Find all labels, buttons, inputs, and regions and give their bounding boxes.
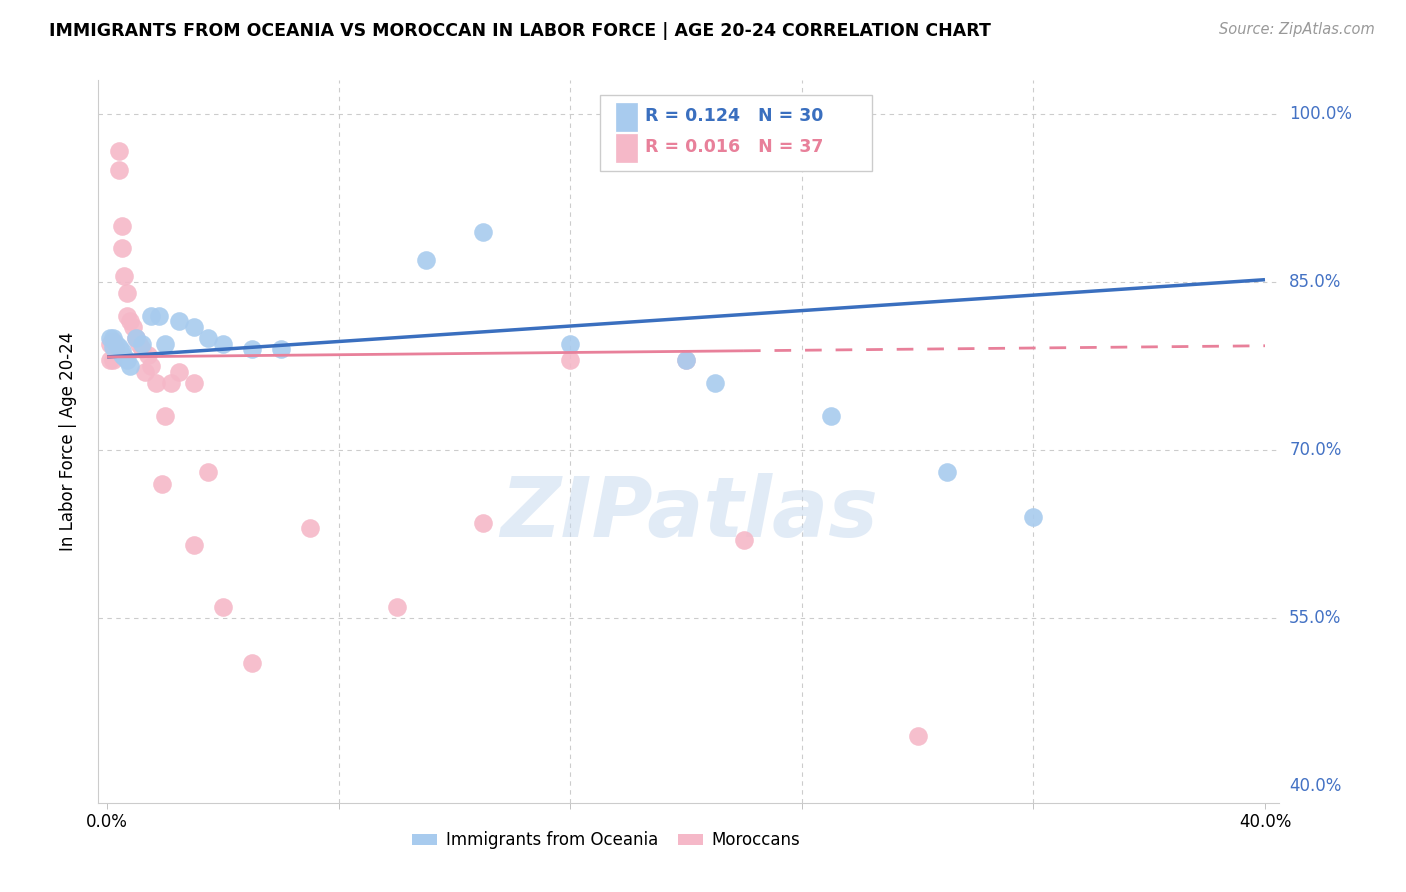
Text: 55.0%: 55.0%: [1289, 609, 1341, 627]
Point: [117, 353, 139, 368]
Point: [139, 309, 162, 323]
Point: [134, 365, 156, 379]
Point: [197, 466, 219, 480]
Point: [298, 521, 321, 535]
Point: [110, 344, 132, 359]
Point: [472, 516, 495, 530]
Point: [125, 331, 148, 345]
Point: [122, 319, 145, 334]
Point: [704, 376, 727, 390]
Point: [183, 376, 205, 390]
Point: [169, 365, 191, 379]
Point: [675, 353, 697, 368]
Point: [240, 656, 263, 670]
Point: [101, 334, 124, 349]
Point: [104, 342, 127, 356]
Point: [110, 219, 132, 233]
Point: [107, 340, 129, 354]
Point: [733, 533, 755, 547]
Point: [101, 340, 124, 354]
Y-axis label: In Labor Force | Age 20-24: In Labor Force | Age 20-24: [59, 332, 77, 551]
Point: [183, 319, 205, 334]
Point: [107, 162, 129, 177]
Text: ZIPatlas: ZIPatlas: [501, 474, 877, 554]
Point: [270, 342, 292, 356]
Point: [935, 466, 957, 480]
Point: [120, 359, 142, 373]
Point: [560, 336, 582, 351]
Point: [153, 336, 176, 351]
Text: R = 0.016   N = 37: R = 0.016 N = 37: [645, 138, 824, 156]
Point: [197, 331, 219, 345]
Point: [98, 331, 121, 345]
Point: [1022, 510, 1045, 524]
Point: [120, 314, 142, 328]
Point: [560, 353, 582, 368]
Point: [104, 336, 127, 351]
Point: [128, 336, 150, 351]
FancyBboxPatch shape: [600, 95, 872, 170]
Text: 100.0%: 100.0%: [1289, 105, 1353, 123]
Point: [136, 348, 159, 362]
Point: [98, 353, 121, 368]
Point: [125, 331, 148, 345]
Point: [472, 225, 495, 239]
Text: 40.0%: 40.0%: [1289, 777, 1341, 795]
Point: [240, 342, 263, 356]
Point: [117, 309, 139, 323]
Point: [145, 376, 167, 390]
Point: [114, 269, 136, 284]
Text: 70.0%: 70.0%: [1289, 441, 1341, 459]
Point: [212, 599, 235, 614]
Point: [415, 252, 437, 267]
Point: [153, 409, 176, 424]
Point: [148, 309, 170, 323]
Point: [907, 729, 929, 743]
Point: [150, 476, 173, 491]
FancyBboxPatch shape: [616, 103, 637, 131]
Point: [169, 314, 191, 328]
Point: [107, 144, 129, 158]
Point: [820, 409, 842, 424]
Text: IMMIGRANTS FROM OCEANIA VS MOROCCAN IN LABOR FORCE | AGE 20-24 CORRELATION CHART: IMMIGRANTS FROM OCEANIA VS MOROCCAN IN L…: [49, 22, 991, 40]
Point: [159, 376, 181, 390]
Point: [98, 336, 121, 351]
Text: Source: ZipAtlas.com: Source: ZipAtlas.com: [1219, 22, 1375, 37]
Legend: Immigrants from Oceania, Moroccans: Immigrants from Oceania, Moroccans: [406, 824, 807, 856]
Point: [212, 336, 235, 351]
Point: [385, 599, 408, 614]
Point: [139, 359, 162, 373]
Point: [101, 353, 124, 368]
Point: [110, 241, 132, 255]
Point: [183, 538, 205, 552]
Point: [114, 350, 136, 364]
FancyBboxPatch shape: [616, 135, 637, 162]
Point: [131, 336, 153, 351]
Point: [101, 331, 124, 345]
Point: [110, 348, 132, 362]
Point: [117, 286, 139, 301]
Text: 85.0%: 85.0%: [1289, 273, 1341, 291]
Text: R = 0.124   N = 30: R = 0.124 N = 30: [645, 107, 824, 126]
Point: [131, 342, 153, 356]
Point: [675, 353, 697, 368]
